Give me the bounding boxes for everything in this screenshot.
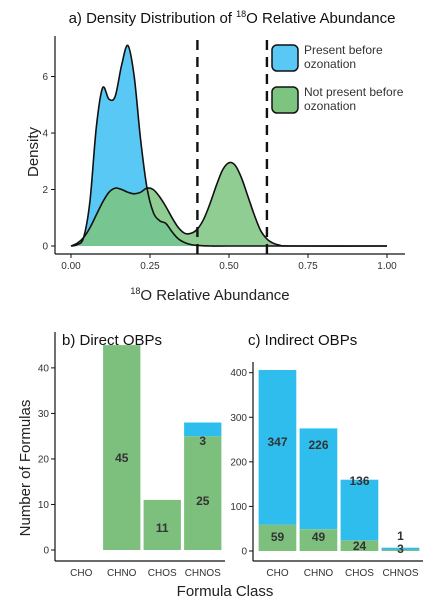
indirect-bar-label: 49 — [312, 530, 326, 544]
legend-label-present: Present before ozonation — [304, 43, 383, 71]
indirect-x-tick-label: CHNOS — [382, 568, 418, 579]
direct-y-tick-label: 20 — [38, 454, 50, 465]
density-axes: 0.00 0.25 0.50 0.75 1.00 0 2 4 6 — [42, 36, 405, 272]
density-y-tick-label: 0 — [42, 242, 48, 253]
density-areas — [70, 44, 388, 247]
direct-x-tick-label: CHNO — [107, 568, 137, 579]
direct-bar-chos-not-present — [143, 499, 181, 550]
indirect-bar-cho-not-present — [258, 524, 297, 551]
direct-y-tick-label: 0 — [43, 546, 49, 557]
density-x-axis-title: 18O Relative Abundance — [130, 286, 289, 304]
direct-x-tick-label: CHO — [70, 568, 92, 579]
bar-x-axis-title: Formula Class — [177, 583, 274, 600]
indirect-obps-title: c) Indirect OBPs — [248, 332, 357, 349]
direct-obps-axes: CHO CHNO CHOS CHNOS 0 10 20 30 40 — [38, 332, 225, 579]
direct-obps-title: b) Direct OBPs — [62, 332, 162, 349]
indirect-y-tick-label: 400 — [230, 368, 247, 379]
direct-bar-chnos-present — [184, 422, 222, 437]
density-x-tick-label: 0.75 — [298, 261, 318, 272]
indirect-bar-chnos-present — [381, 547, 420, 550]
indirect-bar-chos-not-present — [340, 540, 379, 551]
indirect-x-tick-label: CHO — [266, 568, 288, 579]
indirect-x-tick-label: CHNO — [304, 568, 334, 579]
indirect-y-tick-label: 100 — [230, 502, 247, 513]
density-panel-title: a) Density Distribution of 18O Relative … — [69, 9, 396, 27]
direct-obps-panel: b) Direct OBPs 45 11 25 3 CHO CHNO CHOS CHNOS 0… — [38, 332, 225, 579]
direct-bar-label: 11 — [156, 521, 169, 535]
indirect-bar-label: 24 — [353, 539, 367, 553]
indirect-y-tick-label: 0 — [241, 547, 247, 558]
direct-bar-chnos-not-present — [184, 436, 222, 550]
density-y-tick-label: 2 — [42, 185, 48, 196]
direct-bar-label: 25 — [196, 494, 210, 508]
density-x-tick-label: 0.50 — [219, 261, 239, 272]
direct-bar-label: 45 — [115, 451, 129, 465]
density-x-tick-label: 0.00 — [61, 261, 81, 272]
direct-obps-bars: 45 11 25 3 — [103, 345, 222, 550]
indirect-obps-axes: CHO CHNO CHOS CHNOS 0 100 200 300 400 — [230, 362, 423, 579]
indirect-bar-chno-not-present — [299, 529, 338, 551]
density-line-present — [70, 44, 387, 247]
direct-bar-chno-not-present — [103, 345, 141, 550]
direct-y-tick-label: 10 — [38, 500, 50, 511]
density-panel: a) Density Distribution of 18O Relative … — [25, 9, 405, 304]
density-line-not-present — [70, 161, 388, 247]
direct-x-tick-label: CHNOS — [185, 568, 221, 579]
direct-y-tick-label: 30 — [38, 409, 50, 420]
indirect-bar-label: 3 — [397, 542, 404, 556]
bar-y-axis-title: Number of Formulas — [17, 400, 34, 537]
density-y-axis-title: Density — [25, 126, 42, 177]
indirect-bar-label: 347 — [267, 435, 287, 449]
indirect-y-tick-label: 200 — [230, 457, 247, 468]
indirect-bar-label: 59 — [271, 530, 285, 544]
indirect-bar-chos-present — [340, 479, 379, 541]
direct-x-tick-label: CHOS — [148, 568, 177, 579]
indirect-bar-chno-present — [299, 428, 338, 530]
threshold-lines — [196, 40, 269, 254]
density-y-tick-label: 4 — [42, 129, 48, 140]
indirect-y-tick-label: 300 — [230, 413, 247, 424]
legend-swatch-not-present — [271, 86, 299, 114]
indirect-obps-bars: 59 347 49 226 24 136 31 — [258, 370, 420, 556]
indirect-bar-label: 226 — [308, 438, 328, 452]
legend-label-not-present: Not present before ozonation — [304, 85, 404, 113]
indirect-bar-cho-present — [258, 370, 297, 525]
density-area-not-present — [71, 162, 387, 247]
density-x-tick-label: 1.00 — [377, 261, 397, 272]
indirect-bar-label: 1 — [397, 529, 404, 543]
legend-swatch-present — [271, 44, 299, 72]
direct-y-tick-label: 40 — [38, 363, 50, 374]
indirect-x-tick-label: CHOS — [345, 568, 374, 579]
density-x-tick-label: 0.25 — [140, 261, 160, 272]
direct-bar-label: 3 — [199, 434, 206, 448]
indirect-bar-label: 136 — [349, 474, 369, 488]
density-legend: Present before ozonation Not present befor… — [271, 43, 404, 114]
density-y-tick-label: 6 — [42, 72, 48, 83]
indirect-bar-chnos-not-present — [381, 549, 420, 551]
